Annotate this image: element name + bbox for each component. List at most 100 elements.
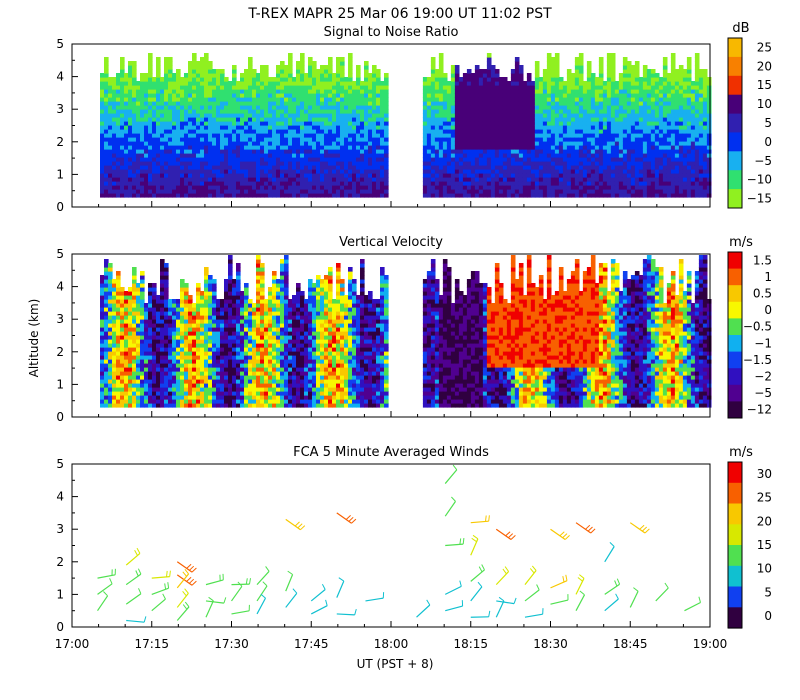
heatmap-cell: [482, 193, 488, 198]
heatmap-cell: [506, 165, 512, 170]
heatmap-cell: [434, 137, 440, 142]
heatmap-cell: [654, 193, 660, 198]
heatmap-cell: [622, 193, 628, 198]
heatmap-cell: [542, 149, 548, 154]
heatmap-cell: [582, 101, 588, 106]
heatmap-cell: [462, 113, 468, 118]
heatmap-cell: [446, 109, 452, 114]
heatmap-cell: [120, 383, 125, 388]
heatmap-cell: [160, 133, 165, 138]
heatmap-cell: [702, 69, 708, 74]
heatmap-cell: [212, 101, 217, 106]
heatmap-cell: [626, 129, 632, 134]
heatmap-cell: [304, 161, 309, 166]
heatmap-cell: [108, 359, 113, 364]
heatmap-cell: [430, 113, 436, 118]
heatmap-cell: [284, 161, 289, 166]
heatmap-cell: [308, 189, 313, 194]
heatmap-cell: [470, 137, 476, 142]
heatmap-cell: [442, 105, 448, 110]
heatmap-cell: [594, 133, 600, 138]
heatmap-cell: [522, 125, 528, 130]
heatmap-cell: [296, 77, 301, 82]
heatmap-cell: [546, 97, 552, 102]
heatmap-cell: [364, 77, 369, 82]
heatmap-cell: [642, 77, 648, 82]
heatmap-cell: [368, 181, 373, 186]
heatmap-cell: [610, 65, 616, 70]
heatmap-cell: [268, 189, 273, 194]
heatmap-cell: [260, 189, 265, 194]
heatmap-cell: [216, 69, 221, 74]
heatmap-cell: [482, 93, 488, 98]
heatmap-cell: [220, 101, 225, 106]
heatmap-cell: [586, 169, 592, 174]
heatmap-cell: [124, 323, 129, 328]
heatmap-cell: [570, 105, 576, 110]
heatmap-cell: [384, 109, 389, 114]
heatmap-cell: [160, 153, 165, 158]
heatmap-cell: [224, 157, 229, 162]
heatmap-cell: [478, 173, 484, 178]
heatmap-cell: [562, 101, 568, 106]
heatmap-cell: [384, 117, 389, 122]
heatmap-cell: [296, 177, 301, 182]
heatmap-cell: [690, 117, 696, 122]
heatmap-cell: [622, 81, 628, 86]
heatmap-cell: [104, 287, 109, 292]
heatmap-cell: [550, 77, 556, 82]
heatmap-cell: [256, 173, 261, 178]
heatmap-cell: [514, 133, 520, 138]
heatmap-cell: [160, 177, 165, 182]
heatmap-cell: [602, 117, 608, 122]
heatmap-cell: [638, 173, 644, 178]
heatmap-cell: [332, 77, 337, 82]
heatmap-cell: [104, 391, 109, 396]
heatmap-cell: [638, 169, 644, 174]
heatmap-cell: [300, 177, 305, 182]
heatmap-cell: [108, 291, 113, 296]
heatmap-cell: [546, 193, 552, 198]
heatmap-cell: [702, 169, 708, 174]
heatmap-cell: [554, 73, 560, 78]
heatmap-cell: [120, 335, 125, 340]
heatmap-cell: [272, 153, 277, 158]
heatmap-cell: [590, 113, 596, 118]
heatmap-cell: [196, 93, 201, 98]
heatmap-cell: [598, 85, 604, 90]
heatmap-cell: [578, 185, 584, 190]
heatmap-cell: [328, 137, 333, 142]
heatmap-cell: [546, 161, 552, 166]
heatmap-cell: [694, 193, 700, 198]
heatmap-cell: [164, 181, 169, 186]
heatmap-cell: [208, 129, 213, 134]
heatmap-cell: [494, 149, 500, 154]
heatmap-cell: [140, 137, 145, 142]
heatmap-cell: [124, 133, 129, 138]
heatmap-cell: [168, 129, 173, 134]
heatmap-cell: [614, 81, 620, 86]
heatmap-cell: [128, 351, 133, 356]
heatmap-cell: [706, 117, 712, 122]
heatmap-cell: [356, 109, 361, 114]
heatmap-cell: [498, 133, 504, 138]
heatmap-cell: [140, 185, 145, 190]
heatmap-cell: [100, 295, 105, 300]
heatmap-cell: [622, 133, 628, 138]
heatmap-cell: [534, 129, 540, 134]
heatmap-cell: [646, 165, 652, 170]
heatmap-cell: [132, 69, 137, 74]
heatmap-cell: [558, 141, 564, 146]
heatmap-cell: [610, 97, 616, 102]
heatmap-cell: [646, 133, 652, 138]
heatmap-cell: [470, 145, 476, 150]
heatmap-cell: [144, 185, 149, 190]
heatmap-cell: [654, 77, 660, 82]
heatmap-cell: [694, 153, 700, 158]
heatmap-cell: [208, 145, 213, 150]
heatmap-cell: [340, 65, 345, 70]
heatmap-cell: [116, 307, 121, 312]
heatmap-cell: [108, 125, 113, 130]
heatmap-cell: [674, 177, 680, 182]
heatmap-cell: [120, 157, 125, 162]
